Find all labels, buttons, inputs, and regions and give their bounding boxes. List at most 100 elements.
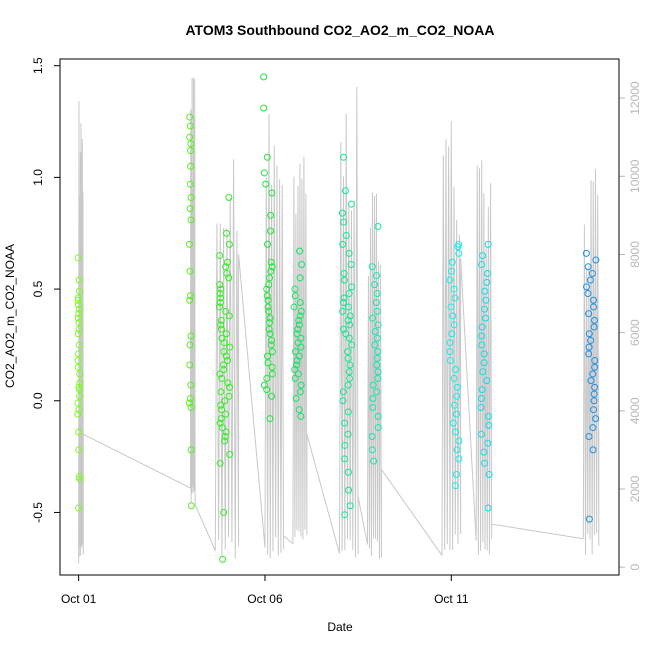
data-point <box>588 269 596 277</box>
data-point <box>483 278 491 286</box>
data-point <box>260 104 268 112</box>
data-point <box>340 218 348 226</box>
data-point <box>75 428 83 436</box>
data-point <box>373 307 381 315</box>
data-point <box>345 290 353 298</box>
data-point <box>187 332 195 340</box>
data-point <box>220 508 228 516</box>
data-point <box>297 412 305 420</box>
data-point <box>226 343 234 351</box>
y2-tick-label: 0 <box>628 564 642 571</box>
data-point <box>589 446 597 454</box>
data-point <box>590 397 598 405</box>
data-point <box>297 381 305 389</box>
data-point <box>480 359 488 367</box>
secondary-connector <box>491 523 584 540</box>
data-point <box>584 290 592 298</box>
data-point <box>223 269 231 277</box>
data-point <box>185 399 193 407</box>
data-point <box>224 379 232 387</box>
data-point <box>216 459 224 467</box>
data-point <box>74 399 82 407</box>
y-tick-label: -0.5 <box>31 502 45 523</box>
x-axis-label: Date <box>327 620 353 634</box>
data-point <box>294 325 302 333</box>
data-point <box>344 430 352 438</box>
data-point <box>223 258 231 266</box>
data-point <box>346 502 354 510</box>
data-point <box>221 397 229 405</box>
data-point <box>76 379 84 387</box>
data-point <box>481 287 489 295</box>
data-point <box>75 504 83 512</box>
data-point <box>484 412 492 420</box>
data-point <box>373 354 381 362</box>
data-point <box>339 397 347 405</box>
data-point <box>266 227 274 235</box>
data-point <box>583 283 591 291</box>
data-point <box>74 296 82 304</box>
data-point <box>266 274 274 282</box>
data-point <box>264 240 272 248</box>
data-point <box>220 365 228 373</box>
data-point <box>264 303 272 311</box>
data-point <box>451 401 459 409</box>
data-point <box>217 415 225 423</box>
data-point <box>217 388 225 396</box>
data-point <box>75 319 83 327</box>
data-point <box>220 437 228 445</box>
data-point <box>216 419 224 427</box>
data-point <box>186 341 194 349</box>
data-point <box>582 249 590 257</box>
data-point <box>345 368 353 376</box>
data-point <box>186 296 194 304</box>
data-point <box>368 446 376 454</box>
data-point <box>76 370 84 378</box>
x-tick-label: Oct 06 <box>247 592 283 606</box>
data-point <box>263 374 271 382</box>
data-point <box>295 316 303 324</box>
data-point <box>186 113 194 121</box>
data-point <box>585 343 593 351</box>
data-point <box>293 330 301 338</box>
data-point <box>374 223 382 231</box>
data-point <box>266 330 274 338</box>
data-point <box>187 193 195 201</box>
data-point <box>590 406 598 414</box>
secondary-connector <box>83 433 191 489</box>
y2-tick-label: 4000 <box>628 397 642 424</box>
data-point <box>341 441 349 449</box>
data-point <box>225 193 233 201</box>
data-point <box>454 243 462 251</box>
data-point <box>478 261 486 269</box>
data-point <box>341 187 349 195</box>
data-point <box>587 336 595 344</box>
data-point <box>296 388 304 396</box>
x-axis-bottom: Oct 01 Oct 06 Oct 11 <box>61 575 469 606</box>
data-point <box>449 419 457 427</box>
data-point <box>348 283 356 291</box>
data-point <box>478 386 486 394</box>
data-point <box>260 73 268 81</box>
data-point <box>296 274 304 282</box>
data-point <box>217 294 225 302</box>
data-point <box>451 294 459 302</box>
secondary-connector <box>283 535 294 545</box>
data-point <box>75 341 83 349</box>
data-point <box>455 455 463 463</box>
data-point <box>478 323 486 331</box>
data-point <box>76 392 84 400</box>
data-point <box>266 319 274 327</box>
data-point <box>262 180 270 188</box>
data-point <box>340 153 348 161</box>
data-point <box>225 392 233 400</box>
data-point <box>74 410 82 418</box>
data-point <box>346 374 354 382</box>
data-point <box>187 292 195 300</box>
data-point <box>264 352 272 360</box>
data-point <box>263 386 271 394</box>
data-point <box>267 267 275 275</box>
data-point <box>478 341 486 349</box>
data-point <box>297 307 305 315</box>
data-point <box>268 336 276 344</box>
